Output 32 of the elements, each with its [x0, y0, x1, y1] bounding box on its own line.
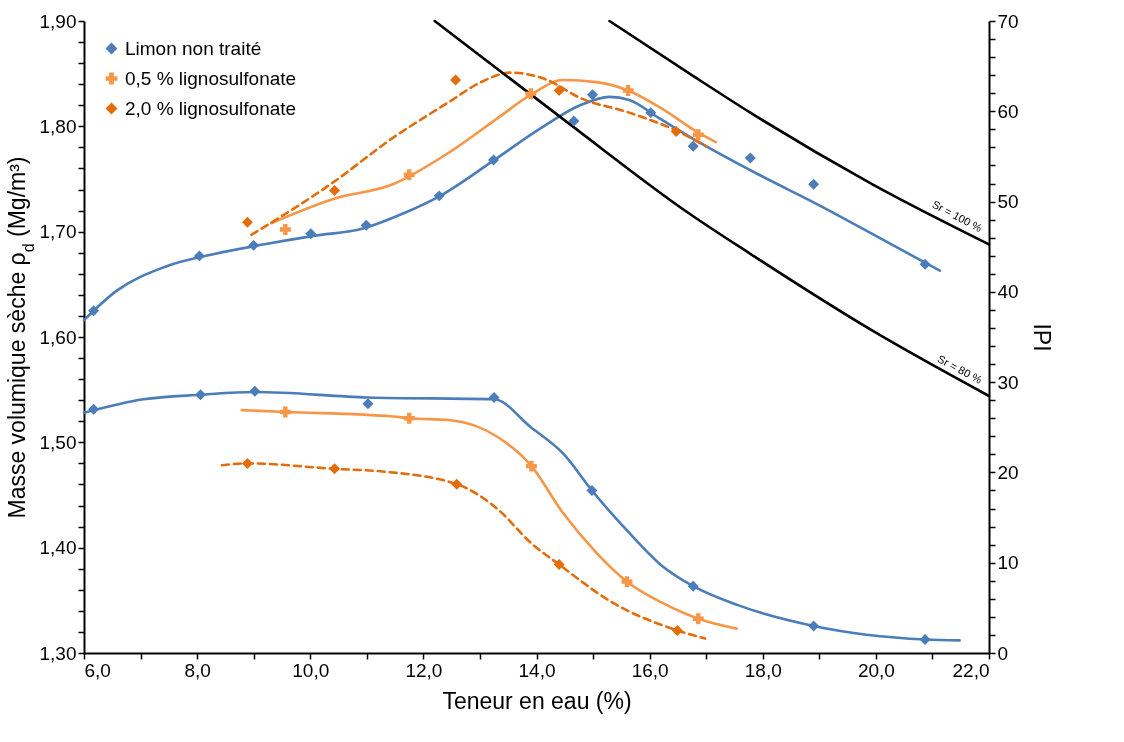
legend-label: 0,5 % lignosulfonate: [125, 67, 297, 89]
x-tick-label: 8,0: [184, 659, 211, 681]
x-tick-label: 22,0: [952, 659, 990, 681]
x-tick-label: 6,0: [84, 659, 111, 681]
x-tick-label: 16,0: [631, 659, 669, 681]
x-tick-label: 14,0: [518, 659, 556, 681]
y2-tick-label: 40: [997, 281, 1019, 303]
y-tick-label: 1,70: [39, 221, 77, 243]
y2-tick-label: 60: [997, 100, 1019, 122]
y2-axis-title: IPI: [1028, 323, 1055, 352]
x-tick-label: 10,0: [292, 659, 330, 681]
y2-tick-label: 30: [997, 371, 1019, 393]
x-axis-title: Teneur en eau (%): [442, 687, 632, 714]
y2-tick-label: 10: [997, 552, 1019, 574]
y2-tick-label: 20: [997, 461, 1019, 483]
x-tick-label: 12,0: [405, 659, 443, 681]
y-tick-label: 1,60: [39, 326, 77, 348]
y-tick-label: 1,30: [39, 642, 77, 664]
y-tick-label: 1,40: [39, 537, 77, 559]
x-tick-label: 20,0: [857, 659, 895, 681]
y-tick-label: 1,80: [39, 115, 77, 137]
y2-tick-label: 70: [997, 10, 1019, 32]
y-tick-label: 1,90: [39, 10, 77, 32]
legend-label: Limon non traité: [125, 37, 262, 59]
line-series: [240, 408, 739, 630]
text: Sr = 100 %: [930, 197, 985, 235]
x-tick-label: 18,0: [744, 659, 782, 681]
text: Sr = 80 %: [935, 352, 985, 386]
y-tick-label: 1,50: [39, 431, 77, 453]
legend-label: 2,0 % lignosulfonate: [125, 97, 297, 119]
y2-tick-label: 0: [997, 642, 1009, 664]
y2-tick-label: 50: [997, 191, 1019, 213]
